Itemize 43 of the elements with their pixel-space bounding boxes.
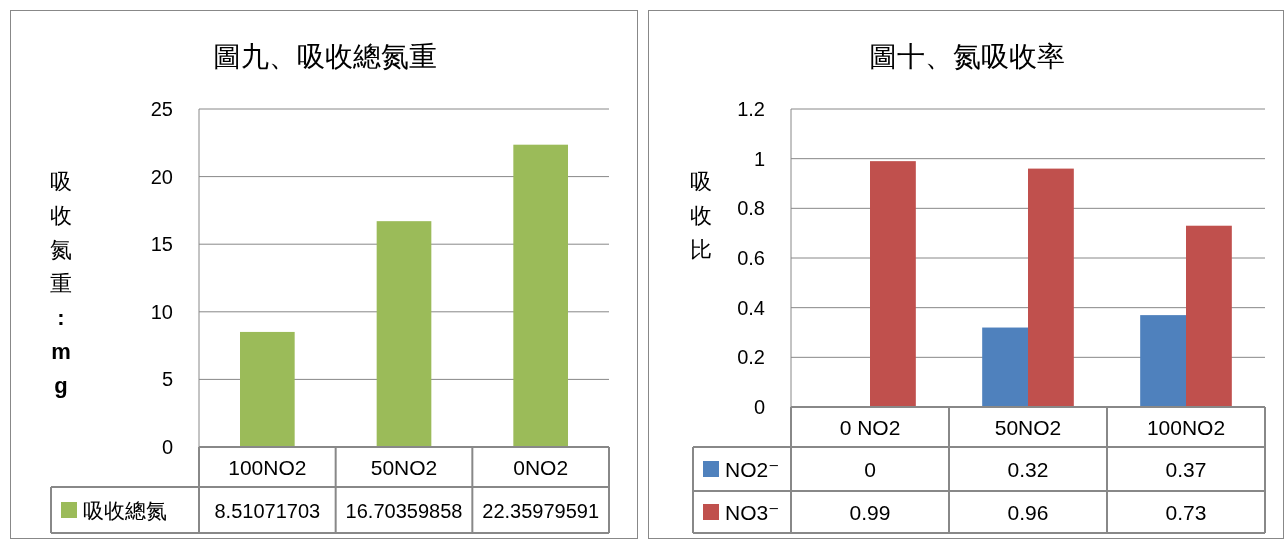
legend-label: NO3⁻ [725, 501, 780, 524]
x-tick-label: 100NO2 [228, 456, 307, 479]
bar [1028, 168, 1074, 407]
bar [870, 161, 916, 407]
data-label: 0.37 [1165, 458, 1207, 481]
y-tick-label: 5 [161, 368, 173, 391]
y-tick-label: 1 [753, 147, 765, 170]
bar [1186, 225, 1232, 407]
bar [240, 331, 295, 447]
legend-label: 吸收總氮 [83, 499, 167, 522]
bar [982, 327, 1028, 407]
data-label: 0.32 [1007, 458, 1049, 481]
y-axis-title: 吸收比 [690, 169, 712, 262]
chart-title: 圖十、氮吸收率 [869, 41, 1065, 72]
legend-label: NO2⁻ [725, 458, 780, 481]
x-tick-label: 0NO2 [513, 456, 569, 479]
y-tick-label: 10 [150, 300, 173, 323]
y-tick-label: 1.2 [737, 98, 765, 120]
y-axis-title: 吸收氮重:mg [50, 169, 72, 398]
y-tick-label: 25 [150, 98, 173, 120]
y-tick-label: 15 [150, 233, 173, 256]
y-tick-label: 20 [150, 165, 173, 188]
data-label: 0.73 [1165, 501, 1207, 524]
chart-title: 圖九、吸收總氮重 [213, 41, 437, 72]
bar [376, 221, 432, 447]
data-label: 16.70359858 [345, 500, 463, 522]
x-tick-label: 50NO2 [370, 456, 438, 479]
y-tick-label: 0.6 [737, 247, 765, 269]
y-tick-label: 0 [161, 436, 173, 458]
data-label: 0 [864, 458, 876, 481]
y-tick-label: 0 [753, 396, 765, 418]
x-tick-label: 50NO2 [994, 416, 1062, 439]
x-tick-label: 100NO2 [1146, 416, 1226, 439]
bar [1140, 315, 1186, 407]
data-label: 0.96 [1007, 501, 1049, 524]
data-label: 0.99 [849, 501, 891, 524]
y-tick-label: 0.4 [737, 296, 765, 319]
y-tick-label: 0.2 [737, 346, 765, 369]
y-tick-label: 0.8 [737, 197, 765, 220]
data-label: 22.35979591 [482, 500, 600, 522]
x-tick-label: 0 NO2 [839, 416, 901, 439]
data-label: 8.51071703 [214, 500, 321, 522]
bar [513, 144, 568, 447]
